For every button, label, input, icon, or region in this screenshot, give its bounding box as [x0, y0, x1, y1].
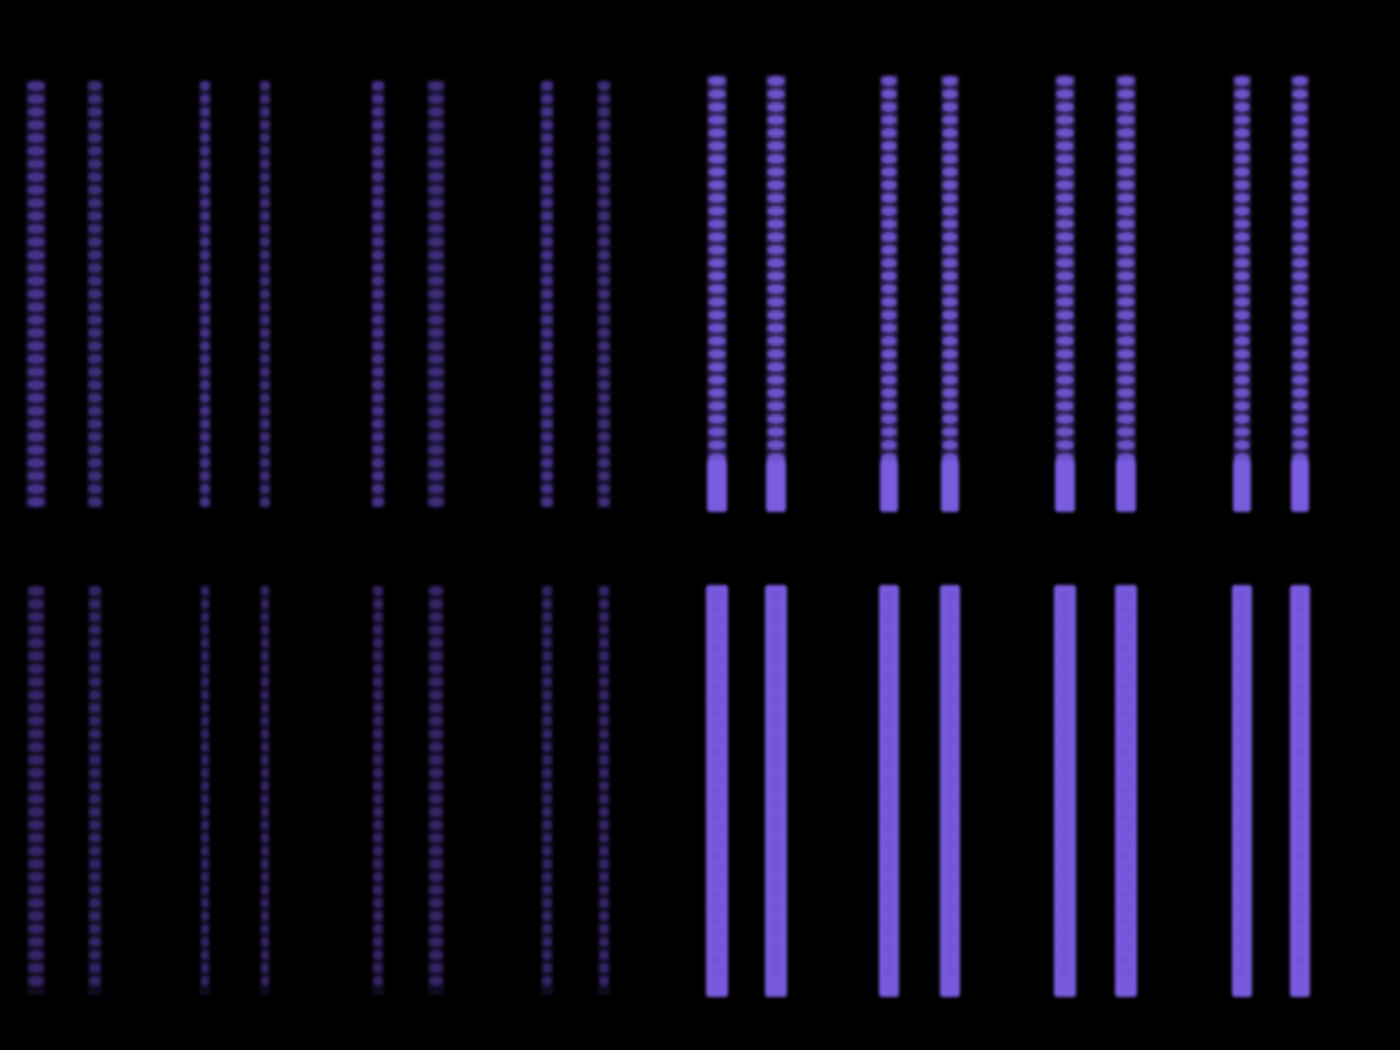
top-strip-solid-end [766, 460, 786, 512]
bottom-strip-texture [1058, 590, 1072, 990]
top-strip [880, 75, 898, 465]
top-strip [597, 80, 611, 508]
top-strip [26, 80, 46, 508]
top-strip [427, 80, 445, 508]
bottom-strip [428, 585, 444, 995]
top-strip-solid-end [707, 460, 727, 512]
top-strip [1291, 75, 1309, 465]
top-strip [259, 80, 271, 508]
top-strip [371, 80, 385, 508]
top-strip [1055, 75, 1075, 465]
top-strip [1116, 75, 1136, 465]
bottom-strip [372, 585, 384, 995]
bottom-strip [27, 585, 45, 995]
top-strip [540, 80, 554, 508]
top-strip-solid-end [1116, 460, 1136, 512]
bottom-strip-texture [710, 590, 724, 990]
top-strip [941, 75, 959, 465]
bottom-strip [598, 585, 610, 995]
top-strip-solid-end [1233, 460, 1251, 512]
bottom-strip-texture [769, 590, 783, 990]
top-strip [87, 80, 103, 508]
top-strip [199, 80, 211, 508]
top-strip [766, 75, 786, 465]
top-strip-solid-end [1055, 460, 1075, 512]
bottom-strip-texture [944, 590, 956, 990]
bottom-strip-texture [1119, 590, 1133, 990]
bottom-strip-texture [1294, 590, 1306, 990]
bottom-strip [200, 585, 210, 995]
top-strip [1233, 75, 1251, 465]
top-strip-solid-end [941, 460, 959, 512]
top-strip [707, 75, 727, 465]
bottom-strip [541, 585, 553, 995]
bottom-strip-texture [883, 590, 895, 990]
bottom-strip-texture [1236, 590, 1248, 990]
top-strip-solid-end [880, 460, 898, 512]
bottom-strip [260, 585, 270, 995]
top-strip-solid-end [1291, 460, 1309, 512]
bottom-strip [88, 585, 102, 995]
